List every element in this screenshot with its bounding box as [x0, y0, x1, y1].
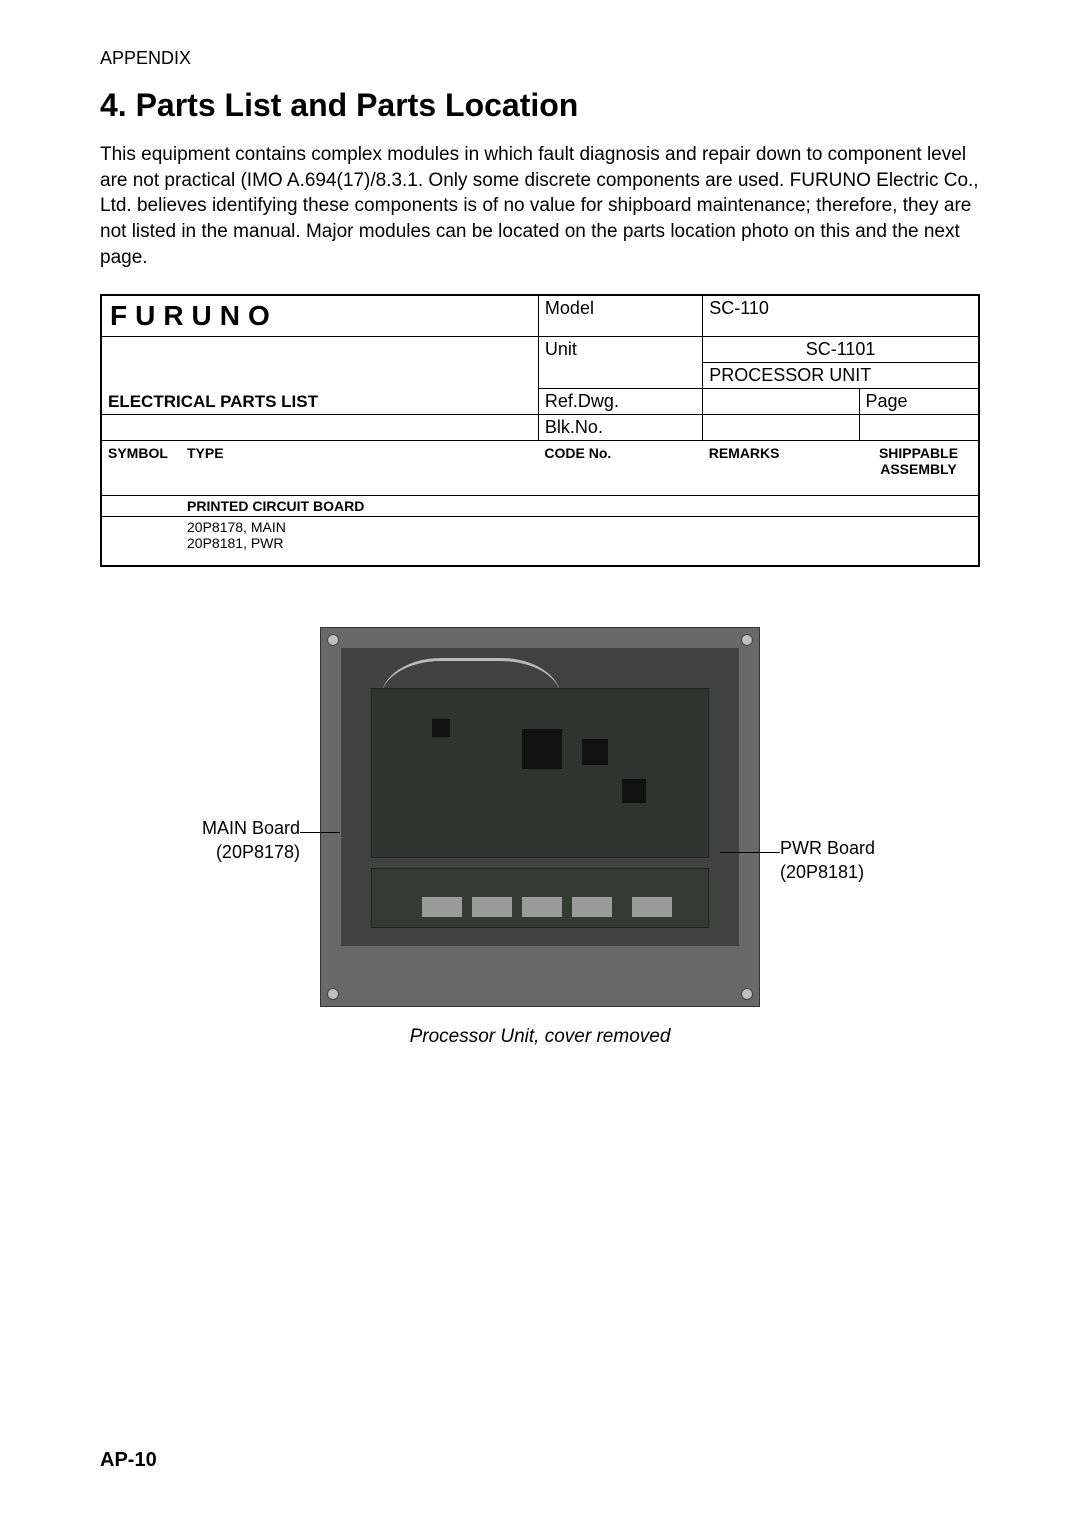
column-headers-row: SYMBOL TYPE CODE No. REMARKS SHIPPABLE A…: [101, 441, 979, 496]
figure: MAIN Board (20P8178) PWR Board (20P8181)…: [100, 627, 980, 1048]
empty-cell: [101, 415, 538, 441]
table-row: 20P8178, MAIN 20P8181, PWR: [101, 517, 979, 567]
col-type: TYPE: [181, 441, 538, 496]
figure-caption: Processor Unit, cover removed: [100, 1026, 980, 1048]
callout-main-board: MAIN Board (20P8178): [140, 817, 300, 864]
callout-label: (20P8181): [780, 862, 864, 882]
page-label: Page: [859, 389, 979, 415]
pwr-board-region: [371, 868, 709, 928]
main-board-region: [371, 688, 709, 858]
callout-label: PWR Board: [780, 838, 875, 858]
callout-pwr-board: PWR Board (20P8181): [780, 837, 940, 884]
blkno-label: Blk.No.: [538, 415, 702, 441]
model-value: SC-110: [703, 295, 979, 337]
refdwg-value: [703, 389, 859, 415]
model-label: Model: [538, 295, 702, 337]
col-shippable: SHIPPABLE ASSEMBLY: [859, 441, 979, 496]
unit-value-2: PROCESSOR UNIT: [703, 363, 979, 389]
col-shippable-1: SHIPPABLE: [879, 445, 958, 461]
intro-paragraph: This equipment contains complex modules …: [100, 142, 980, 270]
list-item: 20P8178, MAIN: [187, 519, 286, 535]
page-number: AP-10: [100, 1449, 157, 1472]
col-code: CODE No.: [538, 441, 702, 496]
refdwg-label: Ref.Dwg.: [538, 389, 702, 415]
page-title: 4. Parts List and Parts Location: [100, 87, 980, 124]
list-item: 20P8181, PWR: [187, 535, 284, 551]
processor-unit-photo: [320, 627, 760, 1007]
page-value: [859, 415, 979, 441]
chassis-interior: [341, 648, 739, 946]
parts-list-table: FURUNO Model SC-110 ELECTRICAL PARTS LIS…: [100, 294, 980, 567]
unit-label: Unit: [538, 337, 702, 389]
col-symbol: SYMBOL: [101, 441, 181, 496]
section-row: PRINTED CIRCUIT BOARD: [101, 496, 979, 517]
brand-logo: FURUNO: [101, 295, 538, 337]
callout-label: (20P8178): [216, 842, 300, 862]
callout-label: MAIN Board: [202, 818, 300, 838]
unit-value-1: SC-1101: [703, 337, 979, 363]
col-shippable-2: ASSEMBLY: [880, 461, 957, 477]
appendix-label: APPENDIX: [100, 48, 980, 69]
pcb-items: 20P8178, MAIN 20P8181, PWR: [181, 517, 538, 567]
col-remarks: REMARKS: [703, 441, 859, 496]
list-title: ELECTRICAL PARTS LIST: [101, 337, 538, 415]
section-heading: PRINTED CIRCUIT BOARD: [181, 496, 538, 517]
blkno-value: [703, 415, 859, 441]
